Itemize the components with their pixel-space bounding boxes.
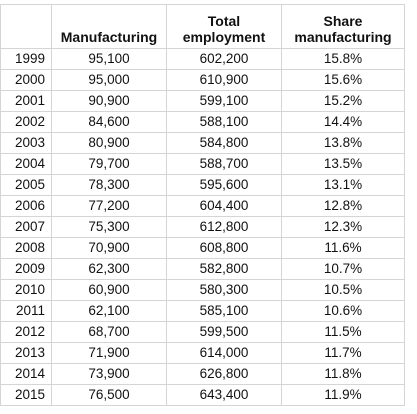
total-employment-cell[interactable]: 614,000 bbox=[166, 342, 282, 364]
share-manufacturing-cell[interactable]: 10.5% bbox=[281, 279, 405, 301]
manufacturing-cell[interactable]: 80,900 bbox=[51, 132, 167, 154]
total-employment-cell[interactable]: 612,800 bbox=[166, 216, 282, 238]
year-cell[interactable]: 2012 bbox=[0, 321, 52, 343]
total-employment-cell[interactable]: 602,200 bbox=[166, 48, 282, 70]
manufacturing-cell[interactable]: 75,300 bbox=[51, 216, 167, 238]
year-cell[interactable]: 2002 bbox=[0, 111, 52, 133]
header-manufacturing-label: Manufacturing bbox=[60, 29, 158, 45]
year-cell[interactable]: 2007 bbox=[0, 216, 52, 238]
table-row: 2000 95,000 610,900 15.6% bbox=[0, 69, 405, 91]
share-manufacturing-cell[interactable]: 14.4% bbox=[281, 111, 405, 133]
table-row: 2006 77,200 604,400 12.8% bbox=[0, 195, 405, 217]
table-row: 2002 84,600 588,100 14.4% bbox=[0, 111, 405, 133]
table-row: 2007 75,300 612,800 12.3% bbox=[0, 216, 405, 238]
manufacturing-cell[interactable]: 60,900 bbox=[51, 279, 167, 301]
year-cell[interactable]: 2000 bbox=[0, 69, 52, 91]
share-manufacturing-cell[interactable]: 13.8% bbox=[281, 132, 405, 154]
header-row: Manufacturing Total employment Share man… bbox=[0, 4, 405, 49]
total-employment-cell[interactable]: 604,400 bbox=[166, 195, 282, 217]
total-employment-cell[interactable]: 599,500 bbox=[166, 321, 282, 343]
manufacturing-cell[interactable]: 84,600 bbox=[51, 111, 167, 133]
year-cell[interactable]: 1999 bbox=[0, 48, 52, 70]
share-manufacturing-cell[interactable]: 13.1% bbox=[281, 174, 405, 196]
share-manufacturing-cell[interactable]: 13.5% bbox=[281, 153, 405, 175]
year-cell[interactable]: 2001 bbox=[0, 90, 52, 112]
share-manufacturing-cell[interactable]: 11.8% bbox=[281, 363, 405, 385]
year-cell[interactable]: 2005 bbox=[0, 174, 52, 196]
share-manufacturing-cell[interactable]: 11.5% bbox=[281, 321, 405, 343]
total-employment-cell[interactable]: 643,400 bbox=[166, 384, 282, 406]
share-manufacturing-cell[interactable]: 12.3% bbox=[281, 216, 405, 238]
manufacturing-cell[interactable]: 62,100 bbox=[51, 300, 167, 322]
total-employment-cell[interactable]: 626,800 bbox=[166, 363, 282, 385]
year-cell[interactable]: 2013 bbox=[0, 342, 52, 364]
total-employment-cell[interactable]: 595,600 bbox=[166, 174, 282, 196]
manufacturing-cell[interactable]: 79,700 bbox=[51, 153, 167, 175]
total-employment-cell[interactable]: 580,300 bbox=[166, 279, 282, 301]
total-employment-cell[interactable]: 608,800 bbox=[166, 237, 282, 259]
share-manufacturing-cell[interactable]: 10.7% bbox=[281, 258, 405, 280]
table-row: 2001 90,900 599,100 15.2% bbox=[0, 90, 405, 112]
total-employment-cell[interactable]: 584,800 bbox=[166, 132, 282, 154]
manufacturing-cell[interactable]: 68,700 bbox=[51, 321, 167, 343]
employment-table: Manufacturing Total employment Share man… bbox=[0, 4, 405, 406]
table-row: 2014 73,900 626,800 11.8% bbox=[0, 363, 405, 385]
share-manufacturing-cell[interactable]: 11.6% bbox=[281, 237, 405, 259]
table-row: 2015 76,500 643,400 11.9% bbox=[0, 384, 405, 406]
share-manufacturing-cell[interactable]: 11.9% bbox=[281, 384, 405, 406]
share-manufacturing-cell[interactable]: 10.6% bbox=[281, 300, 405, 322]
manufacturing-cell[interactable]: 77,200 bbox=[51, 195, 167, 217]
manufacturing-cell[interactable]: 76,500 bbox=[51, 384, 167, 406]
year-cell[interactable]: 2015 bbox=[0, 384, 52, 406]
year-cell[interactable]: 2003 bbox=[0, 132, 52, 154]
year-cell[interactable]: 2014 bbox=[0, 363, 52, 385]
year-cell[interactable]: 2006 bbox=[0, 195, 52, 217]
header-total-employment-line2: employment bbox=[182, 29, 266, 45]
total-employment-cell[interactable]: 588,100 bbox=[166, 111, 282, 133]
header-cell-total-employment[interactable]: Total employment bbox=[166, 4, 282, 49]
manufacturing-cell[interactable]: 78,300 bbox=[51, 174, 167, 196]
share-manufacturing-cell[interactable]: 15.8% bbox=[281, 48, 405, 70]
total-employment-cell[interactable]: 582,800 bbox=[166, 258, 282, 280]
table-row: 2013 71,900 614,000 11.7% bbox=[0, 342, 405, 364]
share-manufacturing-cell[interactable]: 11.7% bbox=[281, 342, 405, 364]
header-share-line2: manufacturing bbox=[294, 29, 392, 45]
table-body: 1999 95,100 602,200 15.8% 2000 95,000 610,900 1… bbox=[0, 48, 405, 406]
manufacturing-cell[interactable]: 71,900 bbox=[51, 342, 167, 364]
header-share-line1: Share bbox=[323, 13, 363, 29]
table-row: 1999 95,100 602,200 15.8% bbox=[0, 48, 405, 70]
total-employment-cell[interactable]: 610,900 bbox=[166, 69, 282, 91]
table-row: 2004 79,700 588,700 13.5% bbox=[0, 153, 405, 175]
manufacturing-cell[interactable]: 70,900 bbox=[51, 237, 167, 259]
share-manufacturing-cell[interactable]: 15.2% bbox=[281, 90, 405, 112]
total-employment-cell[interactable]: 585,100 bbox=[166, 300, 282, 322]
manufacturing-cell[interactable]: 62,300 bbox=[51, 258, 167, 280]
year-cell[interactable]: 2008 bbox=[0, 237, 52, 259]
header-cell-year[interactable] bbox=[0, 4, 52, 49]
total-employment-cell[interactable]: 588,700 bbox=[166, 153, 282, 175]
table-row: 2003 80,900 584,800 13.8% bbox=[0, 132, 405, 154]
manufacturing-cell[interactable]: 90,900 bbox=[51, 90, 167, 112]
header-total-employment-line1: Total bbox=[207, 13, 241, 29]
year-cell[interactable]: 2010 bbox=[0, 279, 52, 301]
manufacturing-cell[interactable]: 73,900 bbox=[51, 363, 167, 385]
year-cell[interactable]: 2011 bbox=[0, 300, 52, 322]
table-row: 2008 70,900 608,800 11.6% bbox=[0, 237, 405, 259]
table-row: 2010 60,900 580,300 10.5% bbox=[0, 279, 405, 301]
manufacturing-cell[interactable]: 95,100 bbox=[51, 48, 167, 70]
year-cell[interactable]: 2009 bbox=[0, 258, 52, 280]
table-row: 2012 68,700 599,500 11.5% bbox=[0, 321, 405, 343]
share-manufacturing-cell[interactable]: 15.6% bbox=[281, 69, 405, 91]
table-row: 2005 78,300 595,600 13.1% bbox=[0, 174, 405, 196]
share-manufacturing-cell[interactable]: 12.8% bbox=[281, 195, 405, 217]
table-row: 2011 62,100 585,100 10.6% bbox=[0, 300, 405, 322]
header-cell-share-manufacturing[interactable]: Share manufacturing bbox=[281, 4, 405, 49]
header-cell-manufacturing[interactable]: Manufacturing bbox=[51, 4, 167, 49]
total-employment-cell[interactable]: 599,100 bbox=[166, 90, 282, 112]
manufacturing-cell[interactable]: 95,000 bbox=[51, 69, 167, 91]
table-row: 2009 62,300 582,800 10.7% bbox=[0, 258, 405, 280]
year-cell[interactable]: 2004 bbox=[0, 153, 52, 175]
